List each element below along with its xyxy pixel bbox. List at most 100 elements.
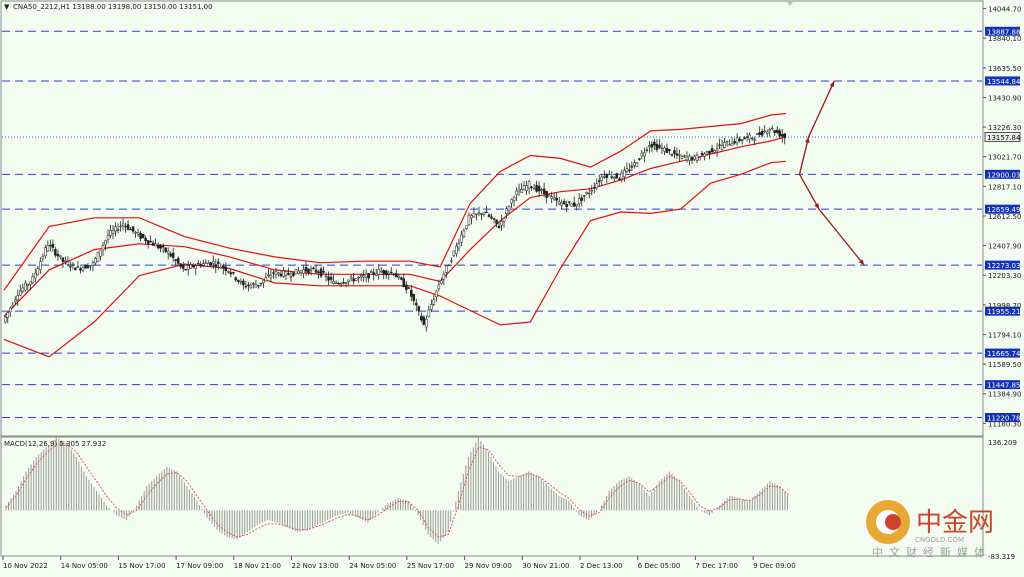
candle-body	[4, 316, 7, 323]
candle-body	[314, 269, 318, 273]
time-tick-label: 14 Nov 05:00	[61, 562, 108, 570]
candle-body	[455, 245, 458, 254]
candle-body	[176, 258, 180, 264]
candle-body	[227, 271, 230, 273]
candle-body	[49, 244, 52, 247]
candle-body	[400, 277, 403, 280]
candle-body	[640, 152, 644, 157]
time-tick-label: 24 Nov 05:00	[349, 562, 396, 570]
candle-body	[259, 282, 263, 285]
candle-body	[512, 197, 516, 202]
candle-body	[655, 143, 659, 150]
candle-body	[99, 250, 102, 257]
candle-body	[96, 252, 100, 262]
current-price-label: 13157.84	[987, 134, 1021, 142]
candle-body	[540, 189, 543, 191]
candle-body	[613, 176, 616, 179]
candle-body	[204, 262, 208, 264]
candle-body	[663, 147, 666, 152]
candle-body	[570, 203, 573, 207]
candle-body	[129, 228, 132, 231]
chart-menu-arrow-icon[interactable]: ▼	[4, 3, 10, 11]
candle-body	[191, 264, 195, 268]
candle-body	[618, 178, 621, 181]
candle-body	[347, 279, 350, 282]
candle-body	[34, 273, 37, 279]
shift-marker-icon[interactable]	[787, 2, 793, 6]
candle-body	[144, 237, 147, 242]
candle-body	[121, 223, 125, 226]
candle-body	[189, 264, 192, 269]
candle-body	[109, 230, 112, 236]
candle-body	[582, 195, 586, 197]
candle-body	[249, 284, 253, 288]
candle-body	[730, 143, 734, 146]
level-label-bg	[985, 204, 1020, 214]
candle-body	[64, 260, 67, 262]
candle-body	[552, 197, 556, 200]
candle-body	[743, 137, 746, 140]
candle-body	[735, 137, 739, 144]
candle-body	[36, 268, 40, 276]
candle-body	[420, 315, 423, 321]
macd-signal-line	[5, 442, 791, 538]
candle-body	[114, 226, 117, 232]
candle-body	[224, 266, 228, 272]
candle-body	[430, 304, 433, 310]
candle-body	[442, 274, 446, 280]
price-tick-label: 13226.30	[988, 124, 1021, 132]
candle-body	[327, 276, 330, 281]
candle-body	[181, 264, 185, 269]
time-tick-label: 6 Dec 05:00	[638, 562, 681, 570]
candle-body	[462, 230, 466, 237]
candle-body	[71, 263, 75, 265]
candle-body	[402, 278, 406, 288]
candle-body	[382, 270, 385, 275]
time-tick-label: 2 Dec 13:00	[580, 562, 623, 570]
level-label: 13544.84	[987, 78, 1021, 86]
candle-body	[166, 250, 170, 254]
candle-body	[395, 273, 398, 278]
candle-body	[678, 154, 681, 156]
candle-body	[750, 137, 754, 140]
candle-body	[9, 307, 12, 313]
candle-body	[202, 263, 205, 266]
time-tick-label: 15 Nov 17:00	[118, 562, 165, 570]
candle-body	[139, 232, 142, 239]
candle-body	[623, 170, 626, 178]
candle-body	[550, 196, 553, 199]
candle-body	[565, 203, 568, 208]
macd-indicator	[5, 437, 791, 545]
candle-body	[349, 276, 353, 279]
candle-body	[397, 275, 401, 278]
candle-body	[525, 185, 528, 191]
candle-body	[542, 188, 546, 194]
candle-body	[159, 245, 162, 249]
candle-body	[693, 155, 696, 160]
candle-body	[136, 232, 140, 235]
candle-body	[457, 243, 461, 249]
candle-body	[723, 142, 726, 148]
candle-body	[19, 290, 22, 296]
candle-body	[289, 276, 293, 278]
candle-body	[364, 273, 368, 278]
candle-body	[560, 202, 563, 206]
candle-body	[294, 268, 298, 275]
current-price-label-bg	[984, 131, 1021, 142]
time-tick-label: 25 Nov 17:00	[407, 562, 454, 570]
candle-body	[620, 172, 624, 180]
candle-body	[765, 131, 769, 134]
candle-body	[625, 168, 629, 172]
candle-body	[369, 271, 373, 273]
bollinger-lower	[3, 160, 787, 358]
candle-body	[753, 139, 756, 141]
candle-body	[141, 234, 145, 238]
candle-body	[31, 276, 35, 283]
candle-body	[156, 244, 160, 249]
time-tick-label: 30 Nov 21:00	[522, 562, 569, 570]
candle-body	[334, 282, 338, 284]
candle-body	[562, 201, 566, 205]
candle-body	[452, 250, 456, 256]
candle-body	[209, 262, 213, 266]
candle-body	[222, 265, 225, 269]
